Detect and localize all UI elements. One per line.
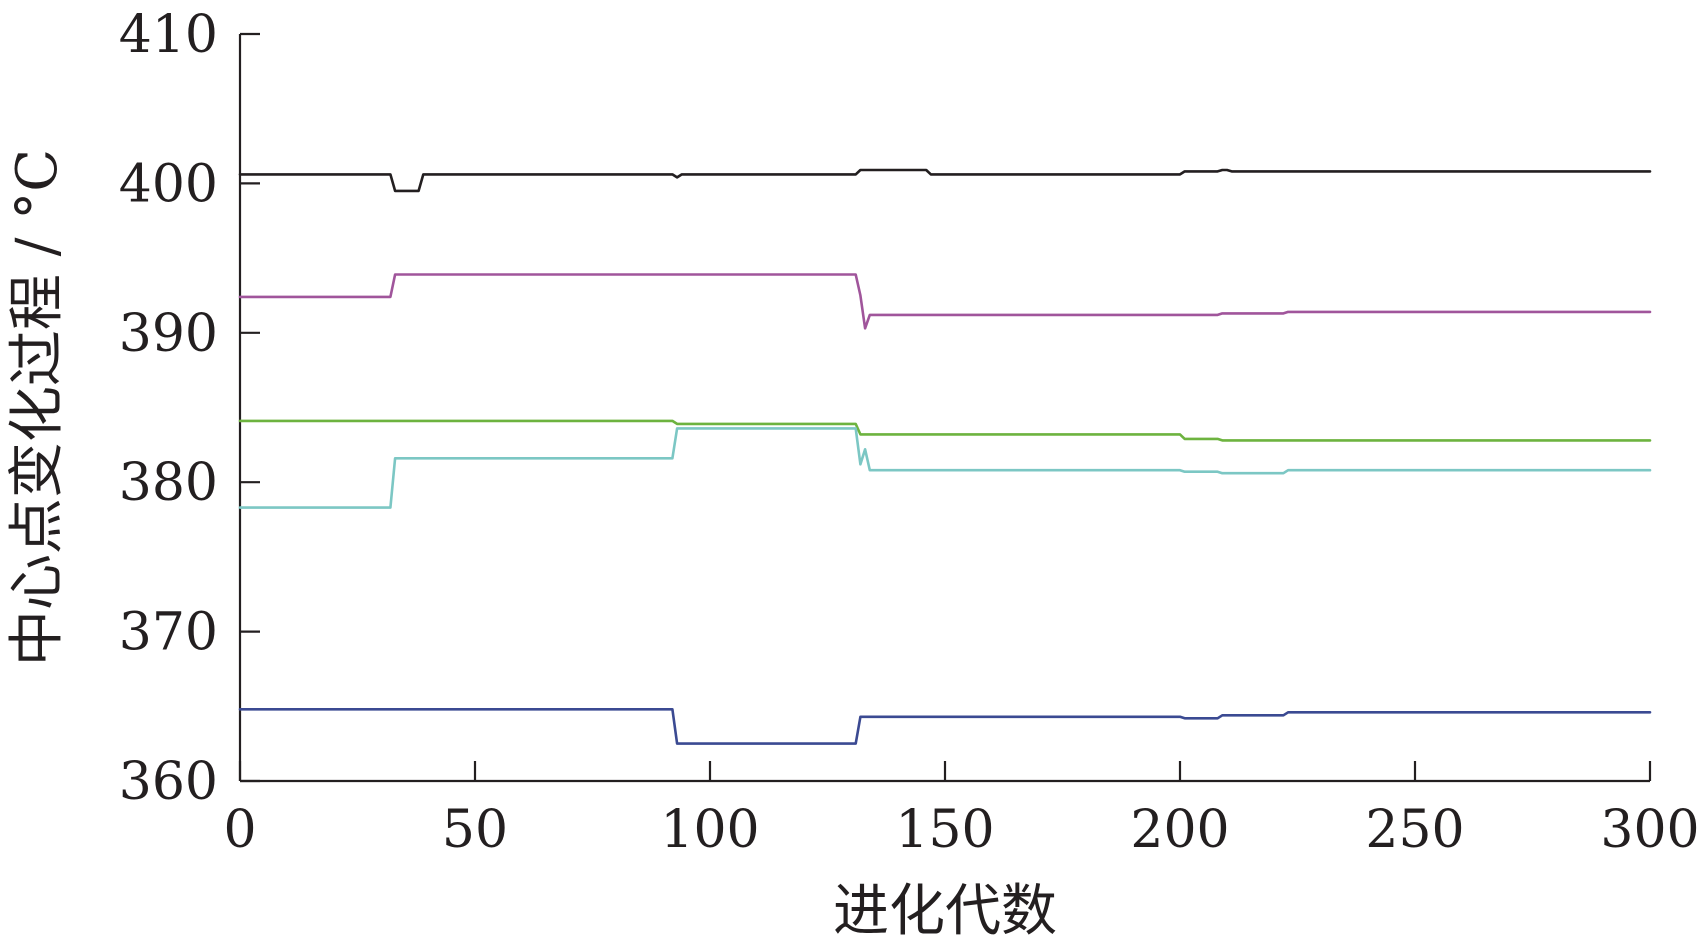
x-axis-title: 进化代数 — [833, 879, 1057, 944]
x-tick-label: 150 — [895, 800, 994, 860]
x-tick-label: 0 — [223, 800, 256, 860]
series-line-1 — [238, 168, 1652, 193]
x-tick-label: 50 — [442, 800, 508, 860]
y-tick-label: 370 — [119, 603, 218, 663]
x-tick-label: 100 — [660, 800, 759, 860]
y-axis-title: 中心点变化过程 / °C — [5, 149, 70, 666]
axes — [238, 34, 1650, 783]
y-tick-label: 390 — [119, 304, 218, 364]
series-line-2 — [238, 273, 1652, 330]
y-tick-label: 380 — [119, 453, 218, 513]
x-tick-label: 200 — [1130, 800, 1229, 860]
series-line-5 — [238, 707, 1652, 745]
series-group — [238, 168, 1652, 745]
x-tick-label: 300 — [1600, 800, 1699, 860]
y-tick-label: 410 — [119, 5, 218, 65]
x-tick-label: 250 — [1365, 800, 1464, 860]
ticks: 360 370 380 390 400 410 0 50 100 150 200 250 300 — [119, 5, 1700, 860]
y-tick-label: 360 — [119, 752, 218, 812]
series-line-3 — [238, 419, 1652, 442]
series-line-4 — [238, 427, 1652, 509]
y-tick-label: 400 — [119, 154, 218, 214]
